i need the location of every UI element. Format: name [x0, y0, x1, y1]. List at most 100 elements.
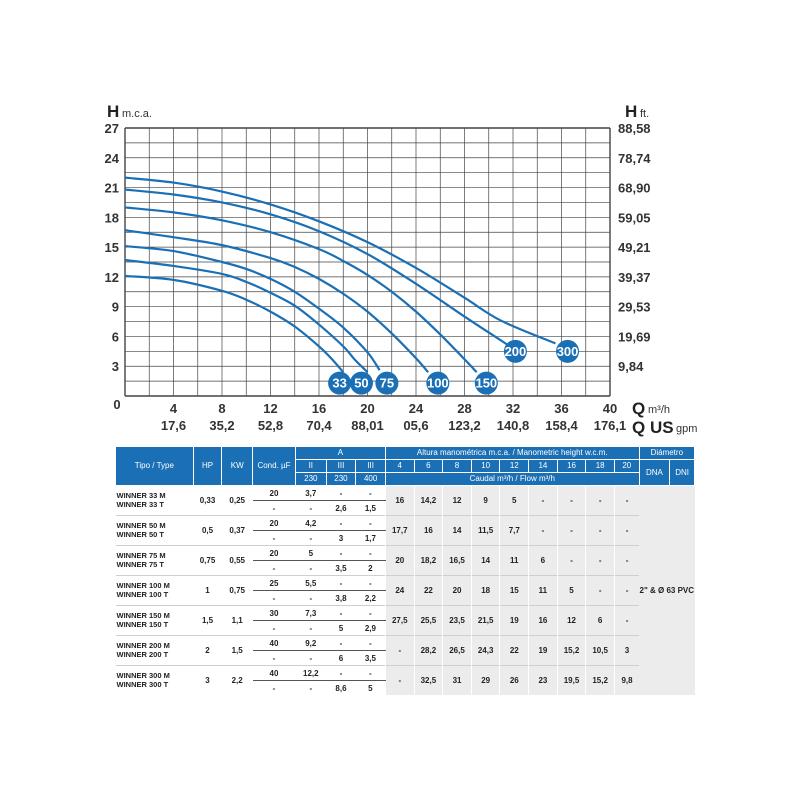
- cell-amp-230-mono: -: [309, 503, 313, 513]
- header-dni: DNI: [669, 459, 695, 486]
- badge-circle-75: [375, 371, 399, 395]
- x2-tick-label: 140,8: [497, 418, 530, 433]
- badge-label-200: 200: [505, 344, 527, 359]
- model-mono-name: WINNER 200 M: [116, 641, 170, 650]
- x-tick-label: 36: [554, 401, 568, 416]
- header-height-8: 8: [442, 459, 472, 473]
- header-amp-phase-1: II: [294, 459, 327, 473]
- cell-amp-230-tri: 3,5: [335, 563, 347, 573]
- cell-flow: 14: [442, 515, 472, 546]
- cell-amp-230-mono: 12,2: [295, 665, 327, 681]
- specifications-table: Tipo / Type HP KW Cond. µF A Altura mano…: [115, 446, 696, 695]
- cell-amp-230-mono: 5,5: [295, 575, 327, 591]
- cell-flow: -: [613, 485, 640, 516]
- cell-flow: 16: [384, 485, 415, 516]
- cell-amp-400: -: [355, 665, 386, 681]
- pump-curves: [124, 176, 556, 373]
- model-mono-name: WINNER 100 M: [116, 581, 170, 590]
- x2-axis-unit: gpm: [676, 423, 697, 435]
- cell-flow: 11: [499, 545, 529, 576]
- curve-winner-75: [124, 245, 381, 371]
- table-row: - - 6 3,5: [116, 651, 695, 666]
- curve-badges: 33 50 75 100 150 200 300: [328, 339, 580, 395]
- model-tri-name: WINNER 300 T: [116, 679, 169, 689]
- cell-type: WINNER 50 M WINNER 50 T: [115, 515, 194, 546]
- y-tick-label: 9: [112, 300, 119, 315]
- badge-circle-100: [426, 371, 450, 395]
- cell-flow: 16: [528, 605, 558, 636]
- header-height-18: 18: [585, 459, 615, 473]
- cell-flow: 20: [384, 545, 415, 576]
- cell-flow: 19: [499, 605, 529, 636]
- cell-amp-230-tri: -: [326, 605, 356, 621]
- cell-amp-400: 5: [368, 683, 373, 693]
- model-mono-name: WINNER 75 M: [116, 551, 166, 560]
- cell-cond: -: [272, 593, 276, 603]
- cell-flow: -: [585, 515, 615, 546]
- table-row: WINNER 75 M WINNER 75 T 0,75 0,55 20 5- -20 18,…: [115, 545, 695, 576]
- cell-kw: 1,1: [221, 605, 253, 636]
- chart-grid: [124, 127, 611, 397]
- header-hp: HP: [192, 446, 223, 486]
- cell-flow: 11,5: [470, 515, 500, 546]
- model-tri-name: WINNER 33 T: [116, 499, 165, 509]
- header-height-12: 12: [499, 459, 530, 473]
- curve-winner-200: [124, 188, 508, 346]
- cell-kw: 0,37: [221, 515, 253, 546]
- cell-flow: -: [613, 515, 640, 546]
- x-tick-label: 28: [457, 401, 471, 416]
- cell-amp-230-tri: 3,8: [335, 593, 347, 603]
- table-body: WINNER 33 M WINNER 33 T 0,33 0,25 20 3,7- -16 1…: [115, 485, 695, 695]
- cell-flow: -: [613, 605, 640, 636]
- header-amp-phase-2: III: [325, 459, 357, 473]
- y-tick-label: 24: [105, 151, 120, 166]
- cell-amp-230-tri: -: [326, 575, 356, 591]
- badge-circle-33: [328, 371, 352, 395]
- cell-amp-230-mono: -: [309, 653, 313, 663]
- cell-amp-230-tri: 5: [338, 623, 344, 633]
- y-right-axis-unit: ft.: [640, 108, 649, 120]
- badge-circle-300: [556, 339, 580, 363]
- badge-circle-200: [503, 339, 527, 363]
- cell-flow: 20: [442, 575, 472, 606]
- cell-flow: 18: [470, 575, 500, 606]
- cell-type: WINNER 33 M WINNER 33 T: [115, 485, 194, 516]
- cell-flow: 12: [556, 605, 586, 636]
- table-row: WINNER 200 M WINNER 200 T 2 1,5 40 9,2- - -28,2…: [115, 635, 695, 666]
- cell-flow: 21,5: [470, 605, 500, 636]
- cell-flow: 19: [528, 635, 558, 666]
- cell-flow: 14: [470, 545, 500, 576]
- cell-cond: -: [272, 503, 276, 513]
- x2-tick-label: 52,8: [258, 418, 283, 433]
- cell-flow: -: [613, 545, 640, 576]
- cell-flow: 14,2: [413, 485, 443, 516]
- cell-flow: 22: [499, 635, 529, 666]
- cell-hp: 0,33: [193, 485, 222, 516]
- cell-kw: 0,75: [221, 575, 253, 606]
- table-row: WINNER 300 M WINNER 300 T 3 2,2 40 12,2- - -32,…: [115, 665, 695, 695]
- header-height: Altura manométrica m.c.a. / Manometric h…: [384, 446, 640, 460]
- cell-amp-230-mono: -: [309, 533, 313, 543]
- model-mono-name: WINNER 300 M: [116, 671, 170, 680]
- model-tri-name: WINNER 200 T: [116, 649, 169, 659]
- cell-cond: 20: [252, 545, 296, 561]
- y-right-tick-label: 68,90: [618, 181, 651, 196]
- cell-flow: -: [556, 485, 586, 516]
- model-tri-name: WINNER 150 T: [116, 619, 169, 629]
- cell-amp-230-tri: -: [326, 665, 356, 681]
- table-row: - - 5 2,9: [116, 621, 695, 636]
- cell-hp: 0,75: [193, 545, 222, 576]
- cell-amp-230-mono: 7,3: [295, 605, 327, 621]
- cell-amp-400: -: [355, 575, 386, 591]
- y-right-tick-label: 29,53: [618, 300, 651, 315]
- cell-flow: 10,5: [585, 635, 615, 666]
- header-height-10: 10: [470, 459, 501, 473]
- cell-flow: -: [585, 485, 615, 516]
- cell-amp-400: -: [355, 635, 386, 651]
- cell-amp-400: 3,5: [364, 653, 376, 663]
- cell-flow: 9: [470, 485, 500, 516]
- x-tick-label: 16: [312, 401, 326, 416]
- header-diameter: Diámetro: [638, 446, 696, 460]
- cell-amp-230-tri: 2,6: [335, 503, 347, 513]
